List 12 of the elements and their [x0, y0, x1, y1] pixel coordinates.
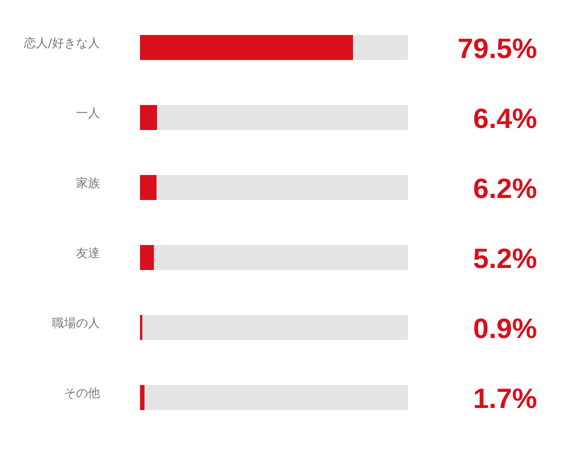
data-label: 0.9%	[473, 313, 538, 344]
y-tick-label: 恋人/好きな人	[22, 36, 100, 50]
y-tick-label: 家族	[76, 176, 100, 190]
data-label: 5.2%	[473, 243, 538, 274]
data-label: 6.4%	[473, 103, 538, 134]
y-tick-label: その他	[64, 386, 100, 400]
data-label: 79.5%	[458, 33, 538, 64]
y-tick-label: 職場の人	[52, 316, 100, 330]
y-tick-label: 友達	[76, 246, 100, 260]
y-tick-label: 一人	[76, 106, 100, 120]
data-label: 6.2%	[473, 173, 538, 204]
data-label: 1.7%	[473, 383, 538, 414]
